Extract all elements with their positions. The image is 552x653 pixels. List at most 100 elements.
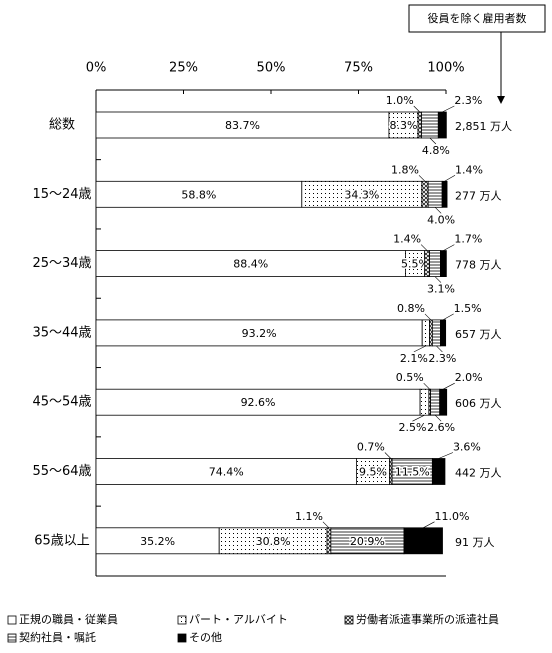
value-label: 5.5% <box>401 258 429 271</box>
leader-line <box>436 345 443 353</box>
leader-line <box>420 244 428 251</box>
value-label: 1.0% <box>386 94 414 107</box>
bar-segment <box>421 319 430 347</box>
bar-segment <box>95 388 421 416</box>
total-label: 657 万人 <box>455 328 502 341</box>
bar-segment <box>439 388 448 416</box>
note-arrow-head <box>497 96 505 104</box>
value-label: 58.8% <box>181 188 216 201</box>
legend-label: その他 <box>189 631 222 644</box>
total-label: 606 万人 <box>455 397 502 410</box>
bar-segment <box>95 111 390 139</box>
value-label: 92.6% <box>241 396 276 409</box>
bar-segment <box>429 319 433 347</box>
bar-segment <box>431 458 446 485</box>
leader-line <box>423 382 430 390</box>
bar-segment <box>330 527 405 555</box>
bar-segment <box>95 527 220 555</box>
value-label: 30.8% <box>256 535 291 548</box>
value-label: 0.8% <box>397 302 425 315</box>
bar-segment <box>430 388 441 416</box>
bar-segment <box>95 319 423 347</box>
value-label: 2.3% <box>428 352 456 365</box>
legend-label: パート・アルバイト <box>189 613 288 626</box>
value-label: 93.2% <box>242 327 277 340</box>
bar-segment <box>439 319 447 347</box>
bar-segment <box>388 111 419 139</box>
value-label: 9.5% <box>359 466 387 479</box>
value-label: 11.0% <box>435 510 470 523</box>
value-label: 35.2% <box>140 535 175 548</box>
leader-line <box>434 414 442 422</box>
bar-segment <box>427 180 443 208</box>
category-label: 総数 <box>49 118 75 133</box>
leader-line <box>413 105 420 113</box>
leader-line <box>429 137 437 145</box>
value-label: 8.3% <box>389 119 417 132</box>
bar-segment <box>441 180 448 208</box>
x-tick-label: 50% <box>257 61 286 76</box>
legend-swatch <box>7 633 17 643</box>
value-label: 1.5% <box>454 302 482 315</box>
value-label: 1.8% <box>391 163 419 176</box>
bar-segment <box>421 111 439 139</box>
x-tick-label: 25% <box>169 61 198 76</box>
category-label: 55～64歳 <box>32 464 91 479</box>
leader-line <box>443 382 455 390</box>
leader-line <box>412 414 425 422</box>
total-label: 277 万人 <box>455 189 502 202</box>
bar-segment <box>439 250 447 278</box>
bar-segment <box>326 527 332 555</box>
leader-line <box>384 452 392 459</box>
category-label: 25～34歳 <box>32 256 91 271</box>
legend-label: 正規の職員・従業員 <box>19 612 118 626</box>
value-label: 4.0% <box>427 213 455 226</box>
total-label: 91 万人 <box>455 536 495 549</box>
legend-swatch <box>7 615 17 625</box>
bar-segment <box>437 111 447 139</box>
value-label: 74.4% <box>209 466 244 479</box>
value-label: 2.0% <box>455 371 483 384</box>
value-label: 83.7% <box>225 119 260 132</box>
value-label: 1.7% <box>454 233 482 246</box>
leader-line <box>413 345 427 353</box>
value-label: 1.4% <box>393 233 421 246</box>
value-label: 88.4% <box>233 258 268 271</box>
bar-segment <box>95 458 357 485</box>
category-label: 45～54歳 <box>32 395 91 410</box>
bar-segment <box>419 388 430 416</box>
legend-swatch <box>177 633 187 643</box>
leader-line <box>442 105 455 113</box>
bar-segment <box>403 527 443 555</box>
value-label: 11.5% <box>395 466 430 479</box>
leader-line <box>434 207 442 214</box>
value-label: 0.5% <box>396 371 424 384</box>
leader-line <box>418 175 426 182</box>
value-label: 3.1% <box>427 283 455 296</box>
value-label: 1.4% <box>455 163 483 176</box>
leader-line <box>434 276 442 283</box>
legend-label: 契約社員・嘱託 <box>19 630 96 644</box>
leader-line <box>424 313 432 321</box>
value-label: 2.6% <box>427 421 455 434</box>
value-label: 2.1% <box>400 352 428 365</box>
bar-segment <box>301 180 423 208</box>
category-label: 35～44歳 <box>32 325 91 340</box>
value-label: 3.6% <box>453 441 481 454</box>
leader-line <box>443 244 455 251</box>
leader-line <box>442 313 454 321</box>
bar-segment <box>95 180 303 208</box>
bar-segment <box>355 458 391 485</box>
total-label: 778 万人 <box>455 259 502 272</box>
bar-segment <box>391 458 433 485</box>
bar-segment <box>95 250 406 278</box>
legend-swatch <box>344 615 354 625</box>
bar-segment <box>429 250 441 278</box>
x-tick-label: 0% <box>86 61 107 76</box>
value-label: 1.1% <box>295 510 323 523</box>
total-label: 2,851 万人 <box>455 120 512 133</box>
total-label: 442 万人 <box>455 467 502 480</box>
bar-segment <box>424 250 430 278</box>
legend-swatch <box>177 615 187 625</box>
